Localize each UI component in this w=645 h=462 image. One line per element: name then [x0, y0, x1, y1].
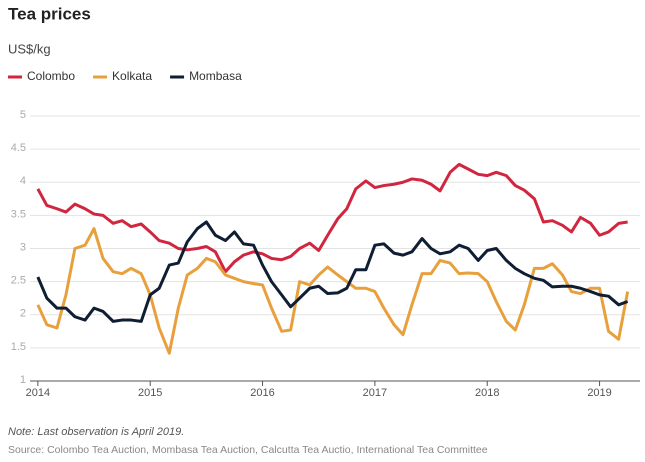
- x-tick-label: 2015: [138, 387, 162, 399]
- x-tick-label: 2019: [587, 387, 611, 399]
- y-tick-label: 4: [20, 175, 26, 187]
- y-tick-label: 1: [20, 374, 26, 386]
- source: Source: Colombo Tea Auction, Mombasa Tea…: [8, 444, 488, 456]
- note: Note: Last observation is April 2019.: [8, 426, 184, 438]
- series-line: [36, 220, 629, 323]
- y-tick-label: 2.5: [11, 275, 26, 287]
- x-tick-label: 2018: [475, 387, 499, 399]
- y-tick-label: 4.5: [11, 142, 26, 154]
- y-tick-label: 3: [20, 241, 26, 253]
- series-line: [36, 162, 628, 274]
- series-line: [36, 227, 630, 355]
- chart-title: Tea prices: [8, 4, 91, 23]
- y-tick-label: 2: [20, 308, 26, 320]
- legend-label: Mombasa: [189, 69, 242, 83]
- y-axis-label: US$/kg: [8, 41, 51, 56]
- x-tick-label: 2014: [26, 387, 50, 399]
- y-tick-label: 1.5: [11, 341, 26, 353]
- x-tick-label: 2016: [250, 387, 274, 399]
- legend-label: Colombo: [27, 69, 75, 83]
- y-tick-label: 5: [20, 109, 26, 121]
- legend-label: Kolkata: [112, 69, 152, 83]
- y-tick-label: 3.5: [11, 208, 26, 220]
- x-tick-label: 2017: [363, 387, 387, 399]
